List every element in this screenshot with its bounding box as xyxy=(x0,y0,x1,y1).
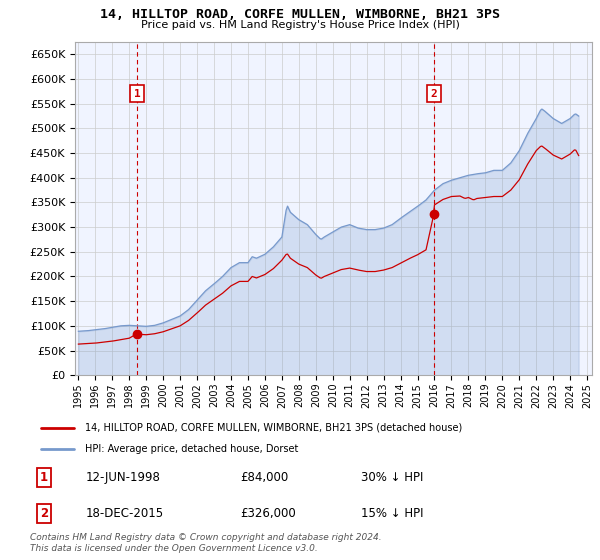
Text: Contains HM Land Registry data © Crown copyright and database right 2024.
This d: Contains HM Land Registry data © Crown c… xyxy=(30,533,382,553)
Text: 15% ↓ HPI: 15% ↓ HPI xyxy=(361,507,424,520)
Text: £84,000: £84,000 xyxy=(240,471,288,484)
Text: 2: 2 xyxy=(430,89,437,99)
Text: 1: 1 xyxy=(134,89,140,99)
Text: 12-JUN-1998: 12-JUN-1998 xyxy=(85,471,160,484)
Text: 18-DEC-2015: 18-DEC-2015 xyxy=(85,507,163,520)
Text: Price paid vs. HM Land Registry's House Price Index (HPI): Price paid vs. HM Land Registry's House … xyxy=(140,20,460,30)
Text: 1: 1 xyxy=(40,471,48,484)
Text: 30% ↓ HPI: 30% ↓ HPI xyxy=(361,471,424,484)
Text: £326,000: £326,000 xyxy=(240,507,296,520)
Text: 2: 2 xyxy=(40,507,48,520)
Text: HPI: Average price, detached house, Dorset: HPI: Average price, detached house, Dors… xyxy=(85,444,299,454)
Text: 14, HILLTOP ROAD, CORFE MULLEN, WIMBORNE, BH21 3PS: 14, HILLTOP ROAD, CORFE MULLEN, WIMBORNE… xyxy=(100,8,500,21)
Text: 14, HILLTOP ROAD, CORFE MULLEN, WIMBORNE, BH21 3PS (detached house): 14, HILLTOP ROAD, CORFE MULLEN, WIMBORNE… xyxy=(85,423,463,433)
